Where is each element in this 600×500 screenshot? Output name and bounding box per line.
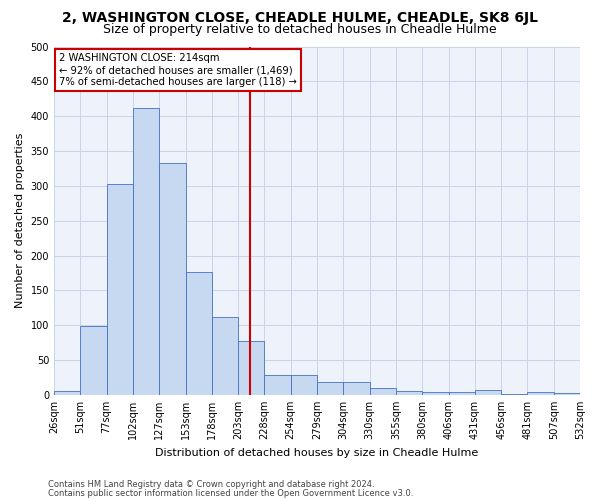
Bar	[475, 390, 501, 395]
Text: Contains HM Land Registry data © Crown copyright and database right 2024.: Contains HM Land Registry data © Crown c…	[48, 480, 374, 489]
Text: Contains public sector information licensed under the Open Government Licence v3: Contains public sector information licen…	[48, 488, 413, 498]
Bar	[422, 392, 449, 395]
Bar	[554, 393, 580, 395]
Bar	[107, 184, 133, 395]
Text: 2, WASHINGTON CLOSE, CHEADLE HULME, CHEADLE, SK8 6JL: 2, WASHINGTON CLOSE, CHEADLE HULME, CHEA…	[62, 11, 538, 25]
Bar	[133, 108, 159, 395]
Y-axis label: Number of detached properties: Number of detached properties	[15, 133, 25, 308]
Bar	[370, 388, 396, 395]
Bar	[449, 392, 475, 395]
Bar	[317, 382, 343, 395]
Bar	[527, 392, 554, 395]
Bar	[159, 163, 185, 395]
Bar	[291, 374, 317, 395]
Bar	[501, 394, 527, 395]
Bar	[396, 390, 422, 395]
Bar	[54, 392, 80, 395]
Bar	[343, 382, 370, 395]
Bar	[80, 326, 107, 395]
Bar	[185, 272, 212, 395]
Bar	[238, 342, 265, 395]
Bar	[265, 374, 291, 395]
Text: 2 WASHINGTON CLOSE: 214sqm
← 92% of detached houses are smaller (1,469)
7% of se: 2 WASHINGTON CLOSE: 214sqm ← 92% of deta…	[59, 54, 297, 86]
Bar	[212, 317, 238, 395]
X-axis label: Distribution of detached houses by size in Cheadle Hulme: Distribution of detached houses by size …	[155, 448, 479, 458]
Text: Size of property relative to detached houses in Cheadle Hulme: Size of property relative to detached ho…	[103, 22, 497, 36]
